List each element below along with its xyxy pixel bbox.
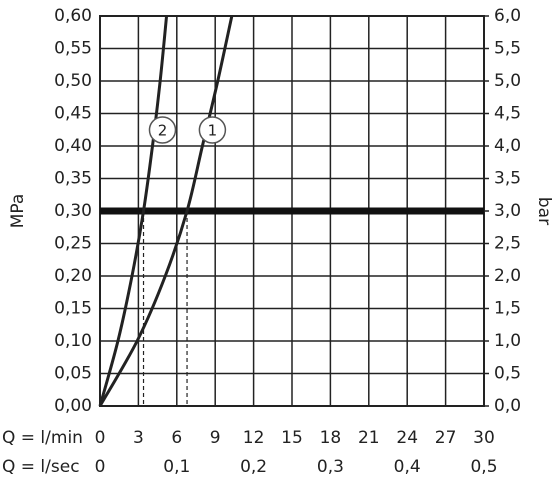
y-tick-label: 0,60	[54, 6, 92, 26]
y-tick-label: 0,20	[54, 266, 92, 286]
y-tick-label: 0,00	[54, 396, 92, 416]
x-tick-label: 12	[243, 428, 265, 448]
x2-tick-label: 0,1	[163, 457, 190, 477]
curve-label: 2	[158, 122, 168, 140]
x-axis-label: Q = l/min	[2, 428, 83, 448]
y-tick-label: 0,30	[54, 201, 92, 221]
y2-tick-label: 4,0	[494, 136, 521, 156]
x2-tick-label: 0,2	[240, 457, 267, 477]
y-axis-label: MPa	[8, 194, 28, 229]
y2-tick-label: 3,0	[494, 201, 521, 221]
x-tick-label: 0	[95, 428, 106, 448]
curve-label-circle	[148, 116, 177, 144]
x2-tick-label: 0	[95, 457, 106, 477]
curve	[98, 15, 169, 407]
y-tick-label: 0,15	[54, 299, 92, 319]
y-tick-label: 0,55	[54, 39, 92, 59]
y-tick-label: 0,25	[54, 234, 92, 254]
x2-tick-label: 0,3	[317, 457, 344, 477]
x-tick-label: 24	[396, 428, 418, 448]
y2-tick-label: 5,0	[494, 71, 521, 91]
y2-tick-label: 1,0	[494, 331, 521, 351]
y-tick-label: 0,35	[54, 169, 92, 189]
x-tick-label: 27	[435, 428, 457, 448]
x-tick-label: 21	[358, 428, 380, 448]
y2-axis-label: bar	[534, 197, 554, 225]
y2-tick-label: 2,5	[494, 234, 521, 254]
y2-tick-label: 5,5	[494, 39, 521, 59]
curve	[98, 15, 234, 407]
y-tick-label: 0,10	[54, 331, 92, 351]
x-tick-label: 9	[210, 428, 221, 448]
y2-tick-label: 4,5	[494, 104, 521, 124]
x2-tick-label: 0,4	[394, 457, 421, 477]
y-tick-label: 0,50	[54, 71, 92, 91]
x-tick-label: 3	[133, 428, 144, 448]
y2-tick-label: 1,5	[494, 299, 521, 319]
y2-tick-label: 0,5	[494, 364, 521, 384]
y2-tick-label: 3,5	[494, 169, 521, 189]
y-tick-label: 0,05	[54, 364, 92, 384]
y2-tick-label: 0,0	[494, 396, 521, 416]
y2-tick-label: 6,0	[494, 6, 521, 26]
y-tick-label: 0,40	[54, 136, 92, 156]
curve-label: 1	[208, 122, 218, 140]
y-tick-label: 0,45	[54, 104, 92, 124]
x-tick-label: 30	[473, 428, 495, 448]
x2-axis-label: Q = l/sec	[2, 457, 80, 477]
x-tick-label: 15	[281, 428, 303, 448]
y2-tick-label: 2,0	[494, 266, 521, 286]
x-tick-label: 18	[320, 428, 342, 448]
x-tick-label: 6	[171, 428, 182, 448]
x2-tick-label: 0,5	[470, 457, 497, 477]
curve-label-circle	[198, 116, 227, 144]
